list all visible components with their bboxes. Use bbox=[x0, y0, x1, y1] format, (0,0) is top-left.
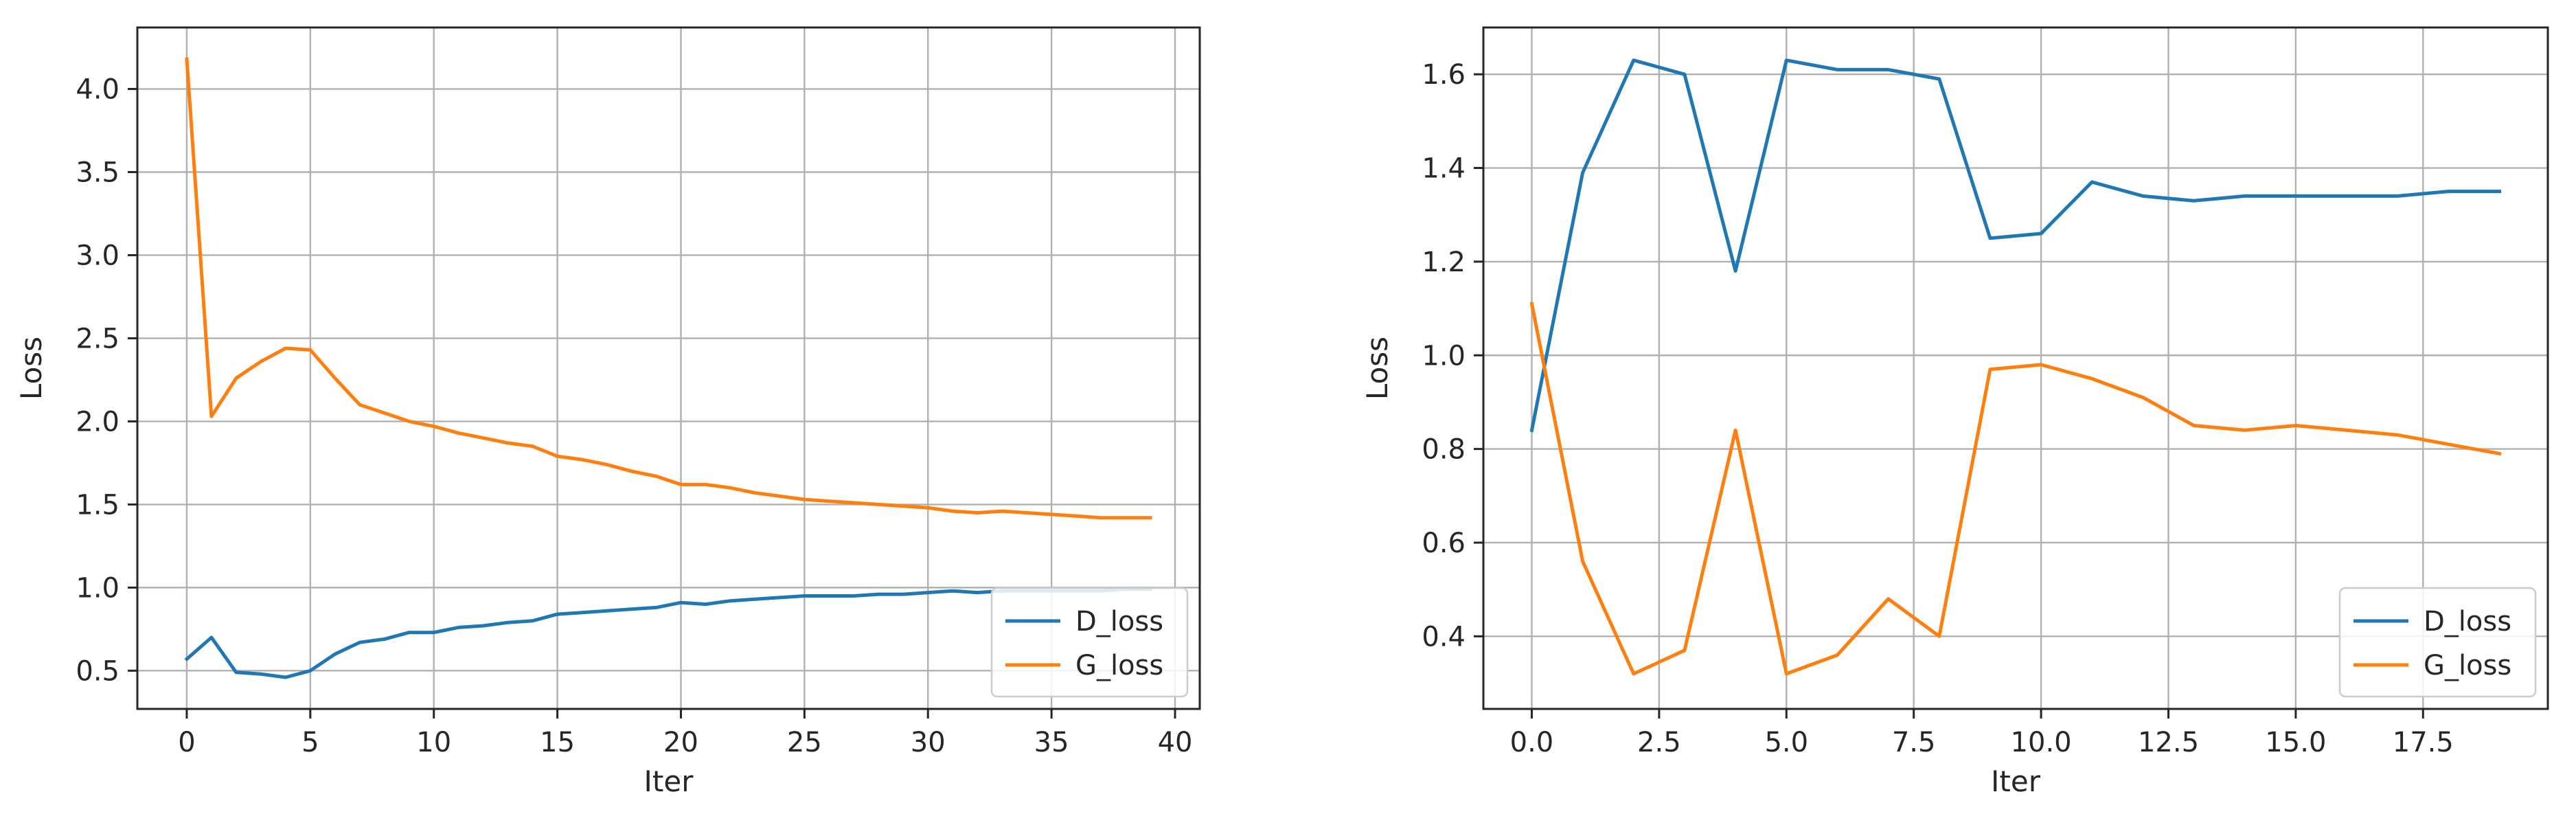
plot-frame bbox=[136, 26, 1201, 710]
x-axis-label: Iter bbox=[1991, 765, 2041, 798]
series-line-d-loss bbox=[1529, 58, 2501, 433]
y-axis: 0.5 1.0 1.5 2.0 2.5 3.0 3.5 4.0 bbox=[76, 74, 137, 687]
x-tick-label: 10 bbox=[416, 727, 451, 758]
legend-label: G_loss bbox=[1075, 650, 1163, 681]
x-axis: 0.0 2.5 5.0 7.5 10.0 12.5 15.0 17.5 bbox=[1510, 709, 2454, 758]
x-axis: 0 5 10 15 20 25 30 35 40 bbox=[178, 709, 1192, 758]
x-tick-label: 15.0 bbox=[2265, 727, 2326, 758]
legend-label: G_loss bbox=[2424, 650, 2511, 681]
x-tick-label: 20 bbox=[663, 727, 698, 758]
chart-left: 0 5 10 15 20 25 30 35 40 0.5 1.0 1.5 2.0 2.5 3.0 3.5 4.0… bbox=[14, 26, 1201, 798]
series-line-g-loss bbox=[1529, 302, 2502, 676]
x-tick-label: 17.5 bbox=[2393, 727, 2454, 758]
y-axis-label: Loss bbox=[14, 337, 48, 400]
series-line-g-loss bbox=[185, 57, 1152, 520]
x-tick-label: 30 bbox=[911, 727, 946, 758]
legend-label: D_loss bbox=[2424, 606, 2511, 637]
y-axis: 0.4 0.6 0.8 1.0 1.2 1.4 1.6 bbox=[1422, 59, 1483, 653]
x-tick-label: 7.5 bbox=[1892, 727, 1936, 758]
x-tick-label: 25 bbox=[787, 727, 822, 758]
legend-box bbox=[990, 587, 1189, 698]
y-axis-label: Loss bbox=[1360, 337, 1394, 400]
x-tick-label: 2.5 bbox=[1637, 727, 1681, 758]
y-tick-label: 4.0 bbox=[76, 74, 119, 106]
y-tick-label: 0.4 bbox=[1422, 621, 1466, 653]
y-tick-label: 1.4 bbox=[1422, 153, 1466, 185]
y-tick-label: 1.2 bbox=[1422, 247, 1466, 278]
series-lines bbox=[1529, 58, 2502, 676]
legend-box bbox=[2338, 587, 2537, 698]
series-line-d-loss bbox=[184, 587, 1152, 679]
x-tick-label: 40 bbox=[1158, 727, 1193, 758]
legend: D_loss G_loss bbox=[2338, 587, 2537, 698]
x-tick-label: 12.5 bbox=[2138, 727, 2199, 758]
y-tick-label: 0.5 bbox=[76, 655, 119, 687]
grid bbox=[137, 27, 1200, 709]
x-tick-label: 10.0 bbox=[2011, 727, 2072, 758]
grid bbox=[1483, 27, 2548, 709]
y-tick-label: 2.0 bbox=[76, 406, 119, 438]
x-tick-label: 35 bbox=[1034, 727, 1069, 758]
legend: D_loss G_loss bbox=[990, 587, 1189, 698]
plot-frame bbox=[1482, 26, 2549, 710]
y-tick-label: 2.5 bbox=[76, 323, 119, 354]
y-tick-label: 1.0 bbox=[76, 572, 119, 604]
x-tick-label: 0.0 bbox=[1510, 727, 1554, 758]
chart-right: 0.0 2.5 5.0 7.5 10.0 12.5 15.0 17.5 0.4 0.6 0.8 1.0… bbox=[1360, 26, 2549, 798]
x-tick-label: 15 bbox=[540, 727, 575, 758]
y-tick-label: 0.6 bbox=[1422, 528, 1466, 559]
y-tick-label: 3.5 bbox=[76, 157, 119, 188]
x-tick-label: 0 bbox=[178, 727, 195, 758]
x-tick-label: 5 bbox=[301, 727, 319, 758]
legend-label: D_loss bbox=[1075, 606, 1163, 637]
series-lines bbox=[184, 57, 1152, 679]
y-tick-label: 1.5 bbox=[76, 489, 119, 521]
y-tick-label: 1.0 bbox=[1422, 340, 1466, 372]
y-tick-label: 3.0 bbox=[76, 240, 119, 271]
x-axis-label: Iter bbox=[644, 765, 694, 798]
x-tick-label: 5.0 bbox=[1764, 727, 1808, 758]
y-tick-label: 0.8 bbox=[1422, 434, 1466, 466]
y-tick-label: 1.6 bbox=[1422, 59, 1466, 91]
